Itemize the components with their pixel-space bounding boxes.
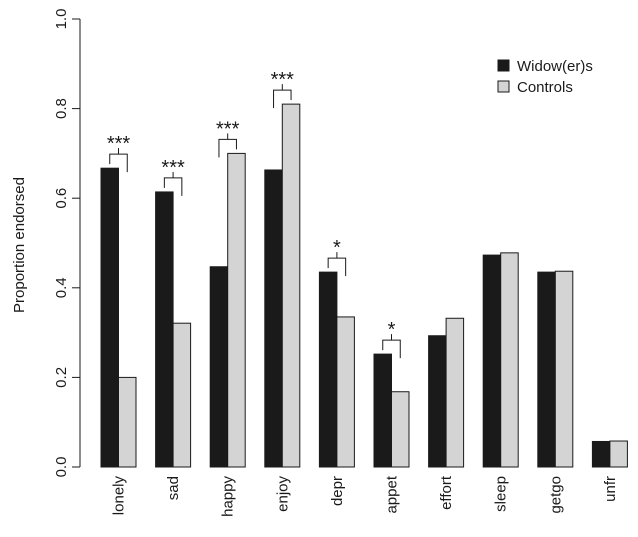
x-tick-label: appet [384,475,401,513]
bar-widowers-lonely [100,167,119,468]
y-tick-label: 0.6 [53,188,70,209]
bar-controls-sad [172,322,192,468]
bar-widowers-effort [428,335,447,468]
bar-widowers-appet [373,353,392,468]
axes: 0.0 0.2 0.4 0.6 0.8 1.0 lonely sad happy enjoy dep… [53,9,619,517]
bar-widowers-sad [155,191,174,468]
bar-controls-appet [391,391,410,468]
x-tick-label: enjoy [274,476,291,512]
x-tick-label: getgo [547,476,564,514]
x-tick-label: sad [165,476,182,500]
y-tick-label: 0.0 [53,457,70,478]
bars [100,103,628,468]
legend-swatch [497,59,510,72]
bar-controls-sleep [500,252,519,468]
legend-swatch [497,80,510,93]
bar-widowers-depr [318,271,338,468]
x-tick-label: lonely [111,476,128,516]
bar-controls-lonely [118,376,137,468]
bar-controls-unfr [609,440,628,468]
y-tick-label: 0.8 [53,98,70,119]
legend-label: Widow(er)s [517,58,593,75]
bar-widowers-unfr [591,440,611,468]
significance-marker: *** [107,133,131,155]
bar-controls-effort [445,317,465,468]
legend: Widow(er)s Controls [497,58,593,96]
significance-marker: * [333,237,341,259]
bar-controls-getgo [554,270,574,468]
x-tick-label: unfr [602,476,619,502]
bar-widowers-happy [209,266,229,468]
bar-controls-enjoy [281,103,301,468]
x-tick-label: depr [329,476,346,506]
y-axis-label: Proportion endorsed [11,177,28,313]
bar-widowers-getgo [537,271,556,468]
bar-controls-depr [336,316,355,468]
y-tick-label: 1.0 [53,9,70,30]
x-tick-label: effort [438,475,455,510]
bar-widowers-sleep [482,254,502,468]
significance-marker: *** [271,69,295,91]
significance-brackets: ************** [107,69,401,359]
x-tick-label: sleep [493,476,510,512]
y-tick-label: 0.2 [53,367,70,388]
legend-label: Controls [517,79,573,96]
significance-marker: *** [216,118,240,140]
significance-marker: * [388,319,396,341]
significance-marker: *** [161,157,185,179]
bar-controls-happy [227,152,246,468]
bar-widowers-enjoy [264,169,283,468]
y-tick-label: 0.4 [53,277,70,298]
x-tick-label: happy [220,476,237,517]
